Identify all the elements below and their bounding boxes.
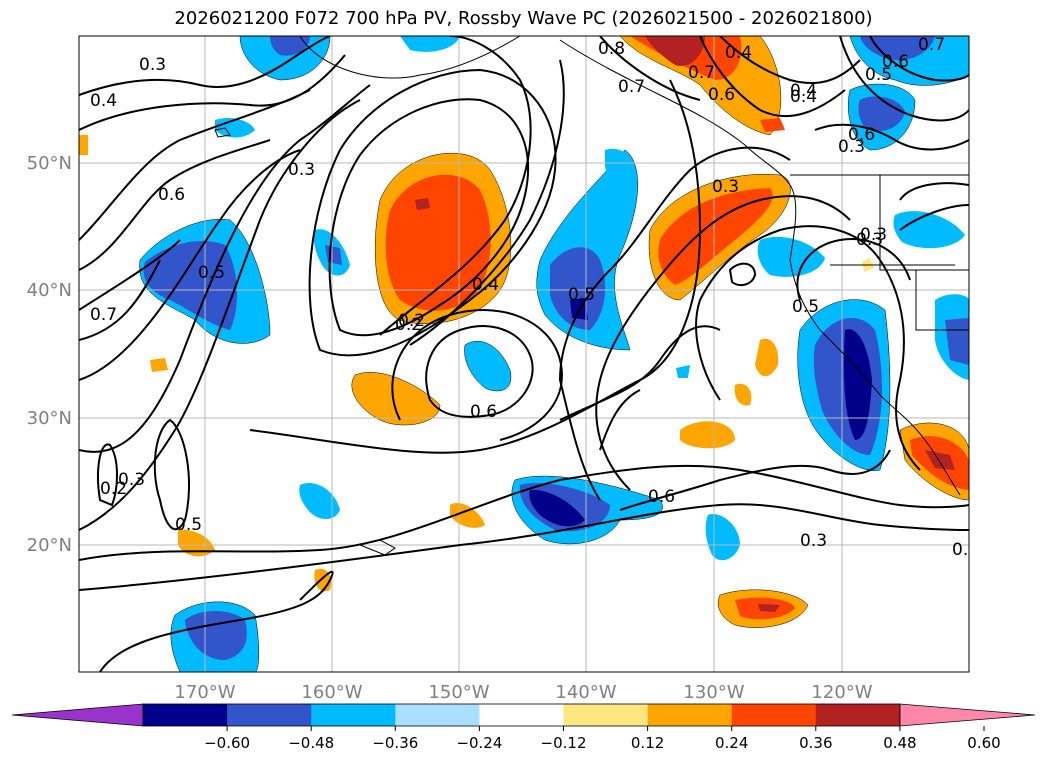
colorbar-tick-label: −0.24 xyxy=(456,734,502,752)
contour-label: 0.6 xyxy=(470,402,497,422)
contour-label: 0.7 xyxy=(918,35,945,55)
lon-label: 140°W xyxy=(555,682,616,703)
contour-label: 0.4 xyxy=(725,43,752,63)
lat-label: 20°N xyxy=(27,535,72,556)
colorbar-segment xyxy=(815,704,901,726)
contour-label: 0.3 xyxy=(118,470,145,490)
contour-label: 0.3 xyxy=(838,137,865,157)
colorbar-tick-label: 0.60 xyxy=(967,734,1000,752)
lon-label: 150°W xyxy=(428,682,489,703)
contour-label: 0.5 xyxy=(175,515,202,535)
contour-labels: 0.3 0.4 0.6 0.7 0.5 0.3 0.2 0.4 0.6 0.5 … xyxy=(90,35,979,560)
colorbar-segment xyxy=(227,704,312,726)
contour-label: 0.2 xyxy=(395,315,422,335)
colorbar-tick-label: 0.24 xyxy=(715,734,748,752)
colorbar-tick-label: −0.36 xyxy=(372,734,418,752)
contour-label: 0.2 xyxy=(398,311,425,331)
contour-label: 0.4 xyxy=(790,87,817,107)
colorbar-segment xyxy=(395,704,480,726)
colorbar-tick-label: −0.60 xyxy=(204,734,250,752)
contour-label: 0.7 xyxy=(618,77,645,97)
contour-label: 0.3 xyxy=(288,160,315,180)
colorbar-segment xyxy=(647,704,733,726)
contour-label: 0.8 xyxy=(598,39,625,59)
colorbar-extend-left xyxy=(11,703,144,727)
contour-label: 0.3 xyxy=(860,225,887,245)
contour-label: 0.6 xyxy=(158,185,185,205)
colorbar-tick-label: −0.12 xyxy=(541,734,587,752)
contour-label: 0.7 xyxy=(90,305,117,325)
contour-label: 0.4 xyxy=(90,91,117,111)
contour-label: 0.6 xyxy=(708,85,735,105)
contour-label: 0.3 xyxy=(856,230,883,250)
contour-label: 0.6 xyxy=(882,52,909,72)
lon-label: 160°W xyxy=(301,682,362,703)
map-area: 0.3 0.4 0.6 0.7 0.5 0.3 0.2 0.4 0.6 0.5 … xyxy=(79,35,979,672)
colorbar-tick-label: 0.48 xyxy=(883,734,916,752)
contour-label: 0.3 xyxy=(139,55,166,75)
lon-label: 170°W xyxy=(174,682,235,703)
positive-anomaly-fills xyxy=(79,36,969,628)
contour-label: 0.4 xyxy=(472,275,499,295)
lon-label: 120°W xyxy=(811,682,872,703)
contour-label: 0.5 xyxy=(568,285,595,305)
lat-label: 40°N xyxy=(27,280,72,301)
contour-label: 0.5 xyxy=(792,297,819,317)
contour-label: 0.6 xyxy=(648,487,675,507)
colorbar-segment xyxy=(731,704,817,726)
colorbar-segment xyxy=(563,704,649,726)
contour-label: 0.6 xyxy=(848,125,875,145)
latitude-labels: 50°N 40°N 30°N 20°N xyxy=(27,153,72,556)
contour-label: 0.3 xyxy=(800,531,827,551)
contour-label: 0.5 xyxy=(198,263,225,283)
gridlines xyxy=(79,36,969,672)
colorbar-border xyxy=(142,703,901,727)
coastlines xyxy=(214,36,969,556)
colorbar-extend-right xyxy=(899,703,1036,727)
contour-label: 0.7 xyxy=(688,63,715,83)
colorbar: −0.60 −0.48 −0.36 −0.24 −0.12 0.12 0.24 0.36 0.4… xyxy=(11,703,1036,752)
contour-label: 0.3 xyxy=(712,177,739,197)
lat-label: 50°N xyxy=(27,153,72,174)
contour-lines xyxy=(79,36,969,672)
lon-label: 130°W xyxy=(683,682,744,703)
map-border xyxy=(78,35,970,673)
colorbar-segment xyxy=(311,704,396,726)
negative-anomaly-fills xyxy=(139,36,969,672)
contour-label: 0.2 xyxy=(100,479,127,499)
lat-label: 30°N xyxy=(27,408,72,429)
colorbar-segment xyxy=(479,704,564,726)
colorbar-segment xyxy=(143,704,228,726)
colorbar-tick-label: 0.36 xyxy=(799,734,832,752)
longitude-labels: 170°W 160°W 150°W 140°W 130°W 120°W xyxy=(174,682,872,703)
contour-label: 0.5 xyxy=(865,65,892,85)
contour-label: 0.5 xyxy=(952,540,979,560)
colorbar-tick-label: 0.12 xyxy=(631,734,664,752)
colorbar-tick-label: −0.48 xyxy=(288,734,334,752)
contour-label: 0.4 xyxy=(790,81,817,101)
chart-title: 2026021200 F072 700 hPa PV, Rossby Wave … xyxy=(174,8,873,29)
